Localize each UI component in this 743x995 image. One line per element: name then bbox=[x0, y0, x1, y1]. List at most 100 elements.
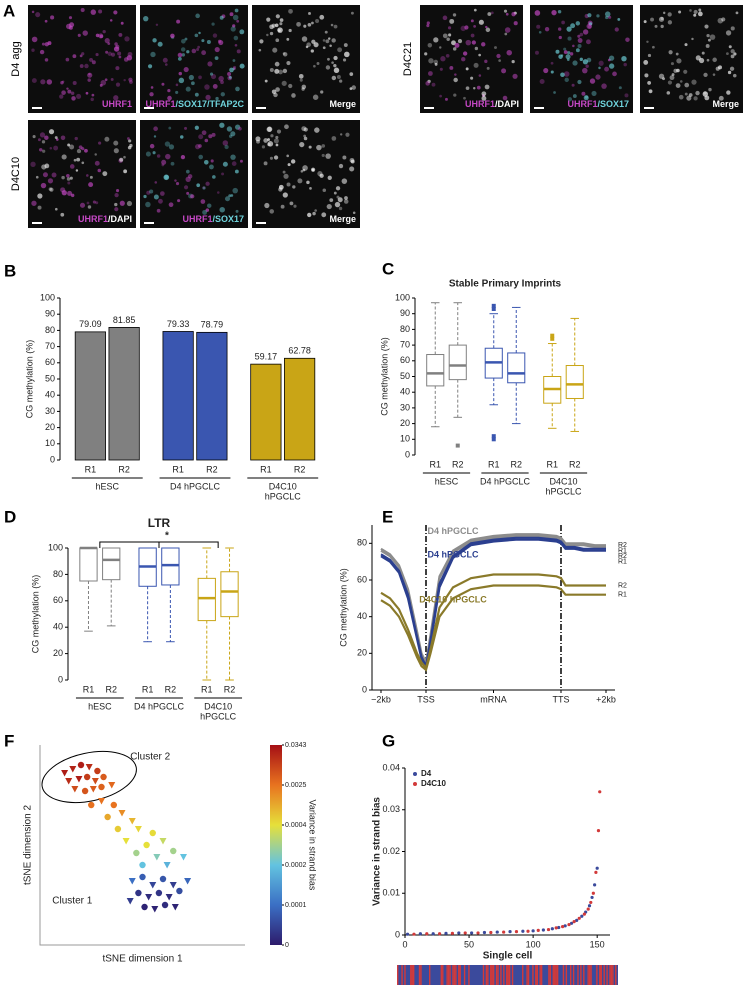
x-tick-label: R2 bbox=[165, 684, 177, 694]
x-tick-label: R1 bbox=[85, 464, 97, 474]
cell bbox=[124, 36, 130, 42]
cell bbox=[126, 200, 133, 207]
point bbox=[521, 929, 525, 933]
y-axis-label: Variance in strand bias bbox=[372, 797, 383, 906]
point bbox=[554, 926, 558, 930]
cell bbox=[604, 11, 611, 17]
cell bbox=[39, 49, 45, 55]
cell bbox=[581, 91, 586, 96]
cell bbox=[149, 143, 155, 149]
cell bbox=[344, 196, 348, 200]
cell bbox=[725, 30, 732, 36]
cell bbox=[586, 23, 592, 29]
flier bbox=[491, 306, 496, 311]
group-label: D4 hPGCLC bbox=[170, 481, 221, 491]
y-tick-label: 0.01 bbox=[382, 888, 400, 898]
cell bbox=[273, 138, 279, 144]
cell-strip bbox=[527, 965, 530, 985]
cell bbox=[513, 21, 518, 26]
cell bbox=[114, 207, 119, 212]
cell bbox=[115, 66, 120, 71]
cell bbox=[427, 43, 433, 48]
y-tick-label: 90 bbox=[400, 308, 410, 318]
cell bbox=[698, 57, 705, 64]
cell bbox=[191, 48, 197, 54]
cell bbox=[465, 86, 470, 90]
cell bbox=[608, 63, 615, 69]
cell bbox=[478, 53, 482, 57]
cell-strip bbox=[570, 965, 572, 985]
cell bbox=[706, 58, 710, 62]
cell bbox=[280, 204, 285, 209]
cell bbox=[666, 91, 671, 95]
cell bbox=[81, 52, 85, 56]
caption-part: UHRF1 bbox=[567, 99, 597, 109]
cell bbox=[572, 44, 575, 48]
cell bbox=[67, 89, 72, 94]
cell bbox=[277, 27, 283, 33]
cell bbox=[161, 159, 167, 165]
cell bbox=[735, 11, 739, 15]
caption-part: UHRF1 bbox=[182, 214, 212, 224]
cell bbox=[729, 66, 735, 71]
cell bbox=[35, 12, 41, 18]
cell bbox=[326, 203, 332, 210]
cell bbox=[258, 48, 262, 52]
point bbox=[572, 920, 576, 924]
cell bbox=[319, 173, 324, 178]
cell-strip bbox=[503, 965, 505, 985]
point bbox=[69, 766, 77, 773]
flier bbox=[550, 336, 555, 341]
group-label: hESC bbox=[435, 476, 459, 486]
cell bbox=[331, 38, 336, 43]
cell-strip bbox=[468, 965, 470, 985]
cell bbox=[263, 138, 269, 143]
bar bbox=[74, 331, 106, 461]
cell-strip bbox=[485, 965, 488, 985]
cell bbox=[198, 31, 201, 35]
cell bbox=[575, 48, 580, 53]
cell-strip bbox=[599, 965, 601, 985]
point bbox=[586, 907, 590, 911]
point bbox=[470, 931, 474, 935]
cell-strip bbox=[420, 965, 422, 985]
y-tick-label: 90 bbox=[45, 309, 55, 319]
x-tick-label: TTS bbox=[553, 694, 570, 704]
cell bbox=[577, 43, 582, 48]
cell bbox=[454, 42, 460, 48]
cell bbox=[502, 95, 508, 101]
cell bbox=[428, 58, 434, 64]
point bbox=[577, 916, 581, 920]
cell bbox=[589, 78, 596, 84]
cell bbox=[282, 192, 288, 198]
cell bbox=[77, 33, 81, 37]
box bbox=[220, 571, 239, 618]
x-tick-label: R2 bbox=[510, 459, 522, 469]
point bbox=[171, 904, 179, 911]
cell bbox=[563, 71, 570, 77]
x-tick-label: −2kb bbox=[371, 694, 391, 704]
cell bbox=[564, 77, 569, 83]
cell bbox=[50, 15, 55, 20]
cell-strip bbox=[508, 965, 511, 985]
cell bbox=[582, 29, 589, 35]
cell bbox=[351, 85, 357, 90]
cell bbox=[321, 153, 325, 158]
group-label: D4C10 bbox=[204, 701, 232, 711]
cell bbox=[338, 163, 344, 169]
point bbox=[598, 790, 602, 794]
y-tick-label: 60 bbox=[400, 355, 410, 365]
cell bbox=[579, 32, 584, 37]
cell-strip bbox=[588, 965, 591, 985]
cell bbox=[331, 75, 337, 81]
cell bbox=[230, 194, 234, 197]
cell-strip bbox=[442, 965, 444, 985]
cell bbox=[31, 48, 35, 52]
value-label: 78.79 bbox=[201, 320, 224, 330]
cell bbox=[313, 64, 316, 68]
cell bbox=[625, 37, 630, 42]
cell bbox=[579, 57, 583, 62]
point bbox=[431, 932, 435, 936]
cell bbox=[47, 41, 52, 46]
cell bbox=[204, 138, 209, 143]
